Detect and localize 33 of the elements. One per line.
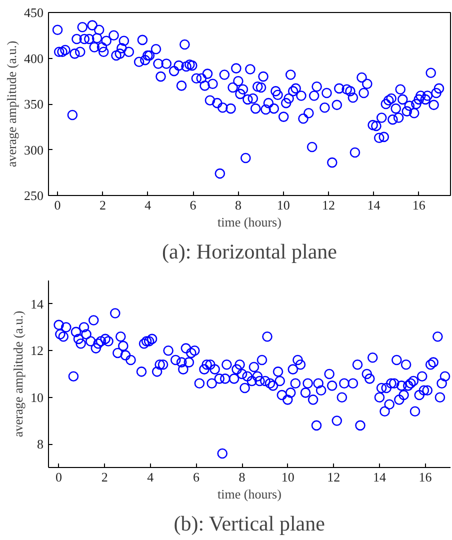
x-axis-title: time (hours): [218, 486, 282, 502]
y-tick-label: 12: [30, 343, 44, 358]
x-tick-label: 0: [54, 198, 61, 212]
x-tick-label: 16: [412, 198, 426, 212]
x-axis-title: time (hours): [218, 214, 282, 230]
x-tick-label: 2: [101, 470, 108, 484]
y-tick-label: 450: [24, 5, 44, 20]
y-axis-title: average amplitude (a.u.): [4, 40, 19, 168]
y-tick-label: 350: [24, 96, 44, 112]
x-tick-label: 6: [190, 198, 197, 212]
y-tick-label: 400: [24, 50, 44, 66]
x-tick-label: 2: [99, 198, 106, 212]
x-tick-label: 10: [281, 470, 294, 484]
x-tick-label: 14: [372, 470, 386, 484]
x-tick-label: 14: [367, 198, 381, 212]
x-tick-label: 12: [322, 198, 336, 212]
x-tick-label: 4: [144, 198, 152, 212]
y-tick-label: 8: [37, 436, 44, 452]
text: (b): Vertical plane: [174, 512, 325, 536]
x-tick-label: 4: [147, 470, 154, 484]
y-tick-label: 250: [24, 188, 44, 203]
y-tick-label: 300: [24, 142, 44, 158]
x-tick-label: 8: [238, 470, 246, 484]
x-tick-label: 8: [234, 198, 242, 212]
x-tick-label: 10: [276, 198, 290, 212]
x-tick-label: 12: [327, 470, 340, 484]
y-tick-label: 14: [30, 296, 44, 312]
x-tick-label: 0: [56, 470, 62, 484]
y-axis-title: average amplitude (a.u.): [10, 310, 26, 438]
text: (a): Horizontal plane: [162, 240, 337, 264]
y-tick-label: 10: [30, 390, 44, 405]
x-tick-label: 16: [418, 470, 432, 484]
x-tick-label: 6: [192, 470, 200, 484]
